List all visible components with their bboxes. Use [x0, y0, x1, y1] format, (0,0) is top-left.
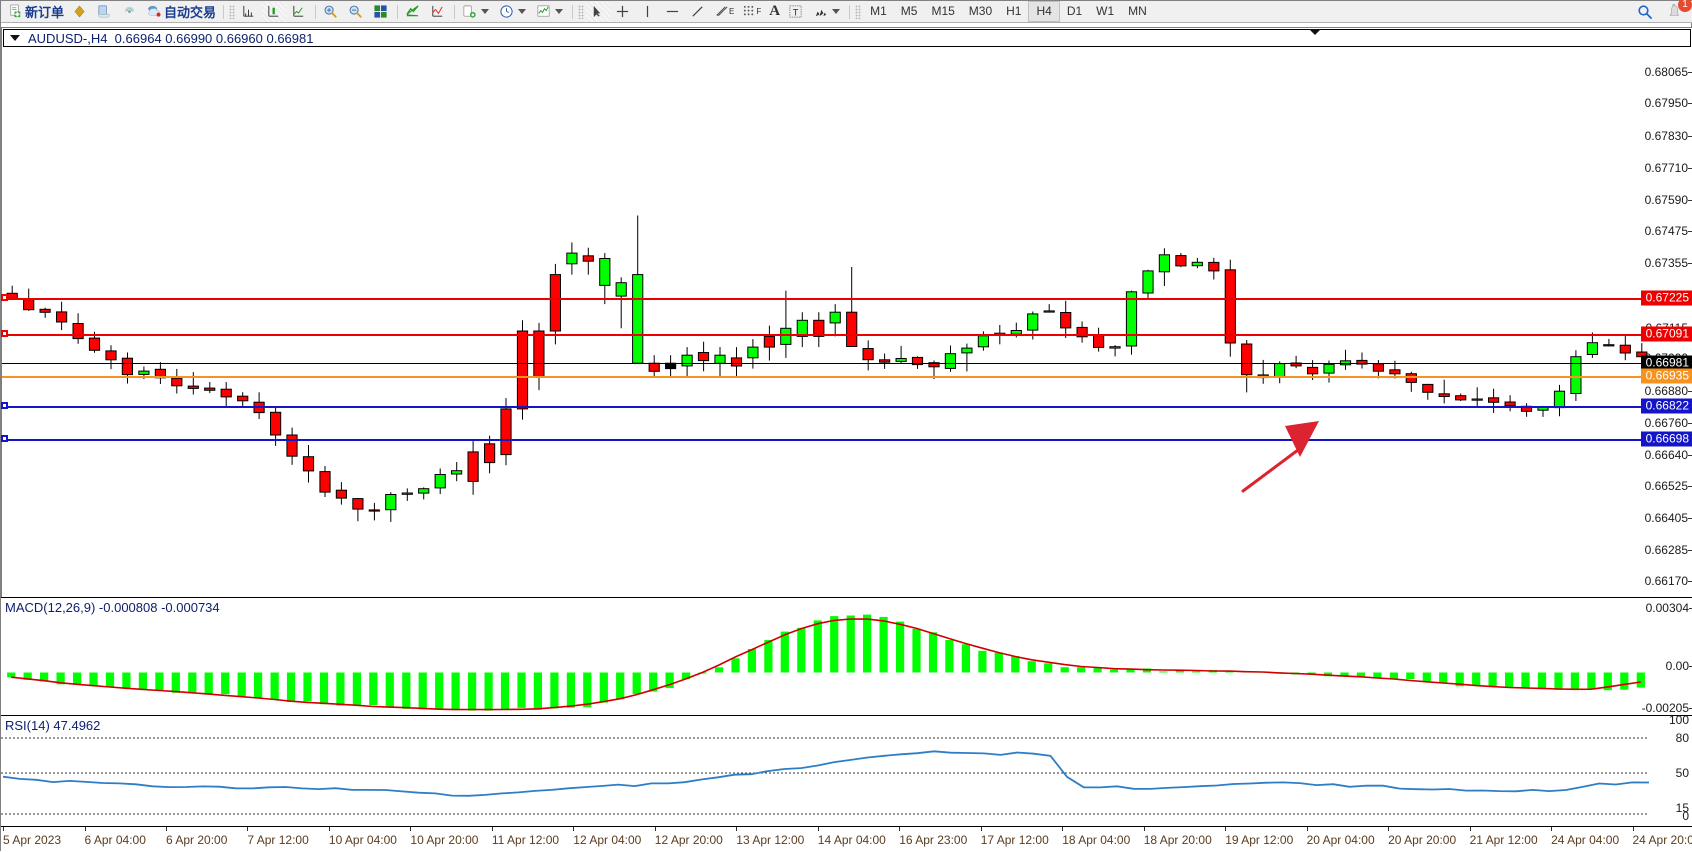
svg-text:T: T [793, 7, 799, 17]
